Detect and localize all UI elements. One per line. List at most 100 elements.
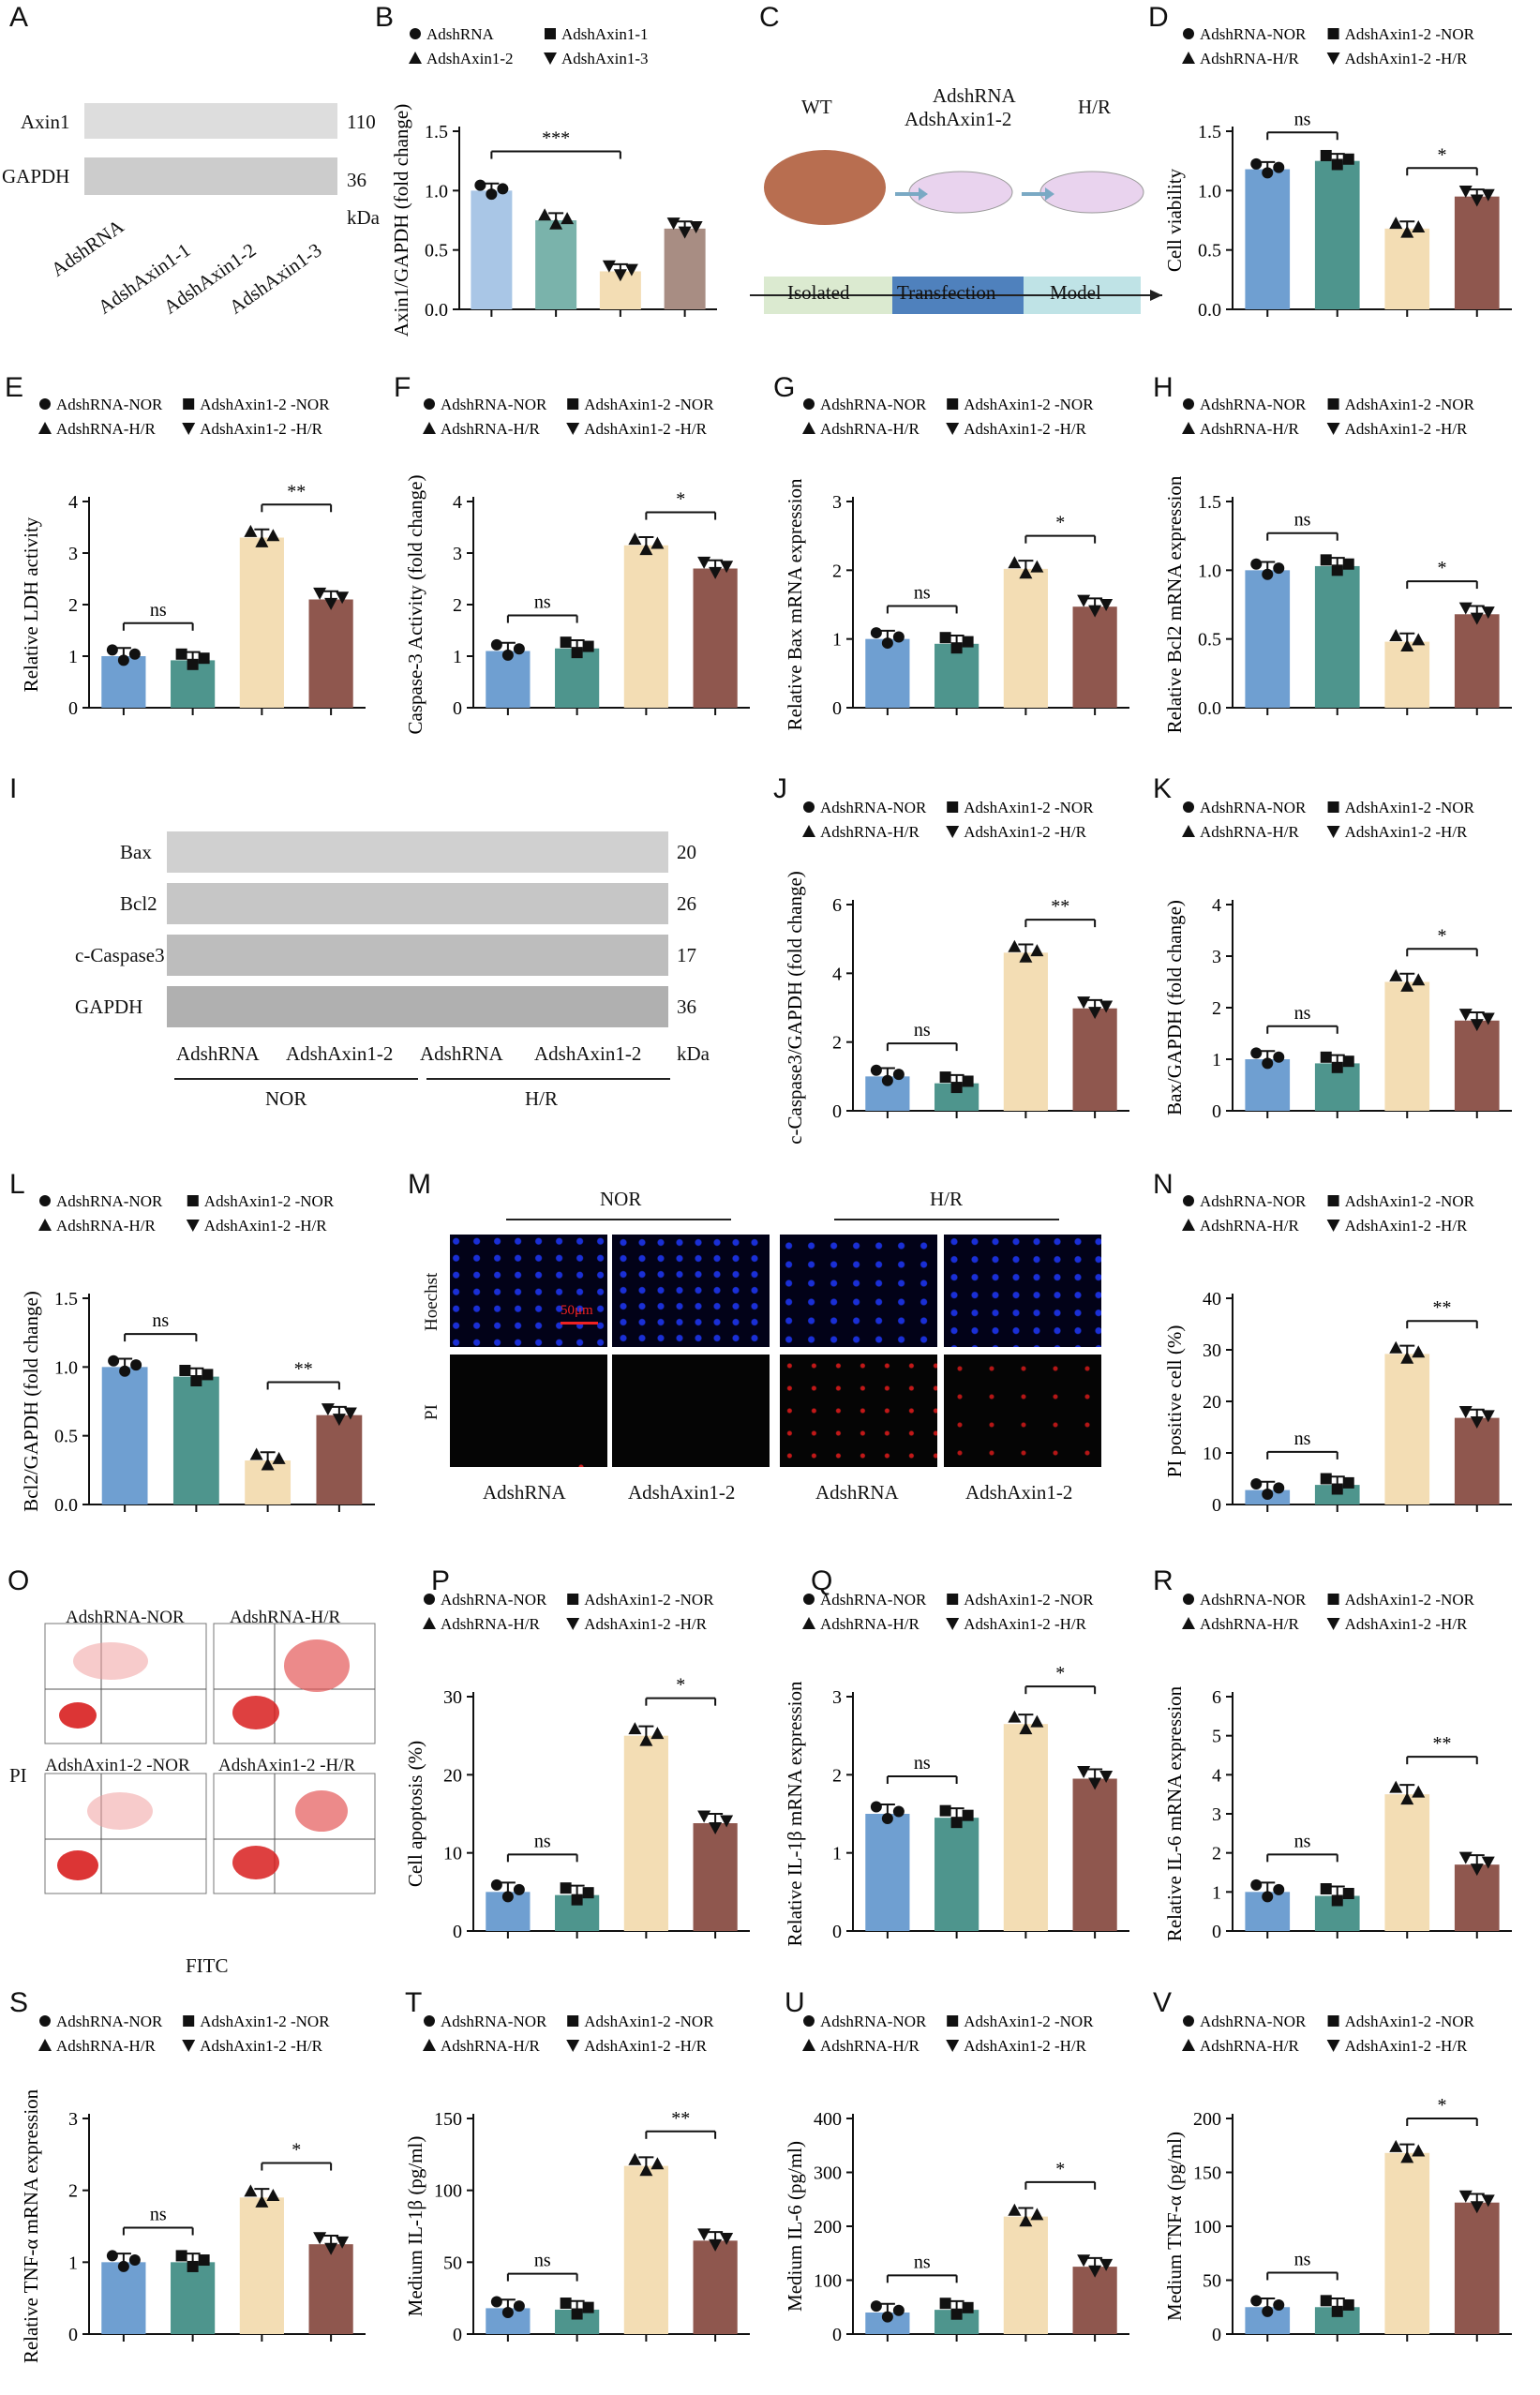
sig-label: ns [914,1020,931,1040]
legend-marker [187,1195,199,1206]
y-tick-label: 2 [68,595,78,616]
data-point [1389,217,1403,230]
bar [1314,565,1360,708]
y-tick-label: 2 [832,1033,842,1054]
data-point [950,1082,963,1094]
scale-bar [561,1322,598,1325]
panel-a: A Axin1 GAPDH 110 36 kDa AdshRNA AdshAxi… [0,0,394,366]
y-tick-label: 2 [453,595,462,616]
data-point [870,627,882,639]
data-point [549,217,563,230]
y-tick-label: 6 [1212,1687,1221,1708]
y-tick-label: 1.0 [54,1357,78,1378]
bar [664,228,706,309]
panel-r: R AdshRNA-NOR AdshAxin1-2 -NOR AdshRNA-H/R… [1144,1565,1540,1987]
data-point [119,1365,131,1377]
sig-label: ns [150,2205,167,2225]
panel-letter: Q [811,1565,833,1596]
data-point [939,632,951,644]
bar [1384,228,1430,309]
panel-letter: K [1153,773,1173,804]
legend-marker [803,2015,815,2027]
flow-ylabel: PI [9,1764,27,1787]
data-point [650,2157,665,2170]
flow-xlabel: FITC [186,1954,229,1977]
y-tick-label: 50 [443,2253,462,2273]
data-point [1008,939,1022,952]
sig-label: * [676,489,685,510]
blot-c-caspase3 [167,935,668,976]
y-tick-label: 150 [1193,2163,1221,2184]
panel-letter: O [7,1565,30,1596]
y-tick-label: 100 [814,2271,842,2292]
y-tick-label: 1 [832,1844,842,1864]
legend-label: AdshAxin1-2 -H/R [1345,420,1468,438]
legend-marker [423,1617,436,1629]
panel-f: F AdshRNA-NOR AdshAxin1-2 -NOR AdshRNA-H/R… [384,370,778,764]
data-point [1481,1856,1495,1869]
legend-marker [38,422,52,434]
data-point [266,529,280,542]
y-tick-label: 3 [453,544,462,564]
y-tick-label: 3 [832,492,842,513]
legend-label: AdshAxin1-2 -H/R [1345,50,1468,67]
y-tick-label: 40 [1203,1289,1221,1310]
sig-label: ** [1433,1297,1452,1318]
data-point [486,188,498,201]
y-tick-label: 200 [1193,2109,1221,2130]
data-point [538,208,552,221]
arrow-icon [1022,187,1054,201]
y-tick-label: 3 [68,544,78,564]
y-tick-label: 4 [1212,1765,1221,1786]
sig-label: * [1055,1663,1065,1684]
blot-gapdh [84,157,337,195]
legend-label: AdshRNA-H/R [441,1615,540,1633]
data-point [117,654,129,666]
legend-label: AdshRNA-NOR [1200,2013,1307,2030]
panel-o: O AdshRNA-NOR AdshRNA-H/R AdshAxin1- [0,1565,394,1987]
kda-label: 17 [677,944,696,966]
data-point [1331,2305,1343,2317]
legend-marker [566,423,580,435]
data-point [1273,1051,1285,1063]
data-point [602,260,616,273]
data-point [1030,2208,1044,2221]
legend-marker [947,1594,959,1605]
legend-marker [423,422,436,434]
flow-title: AdshAxin1-2 -NOR [45,1756,190,1775]
data-point [1481,188,1495,202]
data-point [1273,161,1285,173]
y-tick-label: 0 [68,698,78,719]
bar [623,1735,668,1931]
legend-marker [802,1617,815,1629]
data-point [1088,605,1102,618]
y-tick-label: 10 [1203,1444,1221,1464]
sig-label: ns [1294,2249,1311,2269]
hoechst-image [944,1235,1101,1347]
panel-letter: H [1153,372,1174,403]
legend-label: AdshAxin1-2 [426,50,514,67]
data-point [1250,558,1263,570]
flow-plots [44,1623,376,1894]
sig-label: *** [542,128,570,149]
data-point [1412,1785,1426,1798]
data-point [1400,1351,1414,1364]
blot-row-label: GAPDH [2,165,70,187]
panel-t: T AdshRNA-NOR AdshAxin1-2 -NOR AdshRNA-H/R… [384,1987,778,2390]
legend-label: AdshAxin1-2 -NOR [1345,396,1475,413]
y-tick-label: 2 [1212,998,1221,1019]
data-point [624,263,638,277]
legend-marker [183,2015,195,2027]
data-point [697,556,711,569]
data-point [613,269,627,282]
y-tick-label: 1 [832,630,842,651]
data-point [1030,560,1044,573]
data-point [175,2250,187,2262]
data-point [650,536,665,549]
bar [1245,570,1291,708]
legend-marker [1182,1219,1195,1231]
panel-letter: T [405,1987,423,2018]
data-point [950,2308,963,2320]
stain-label: PI [422,1404,441,1420]
panel-letter: G [773,372,796,403]
